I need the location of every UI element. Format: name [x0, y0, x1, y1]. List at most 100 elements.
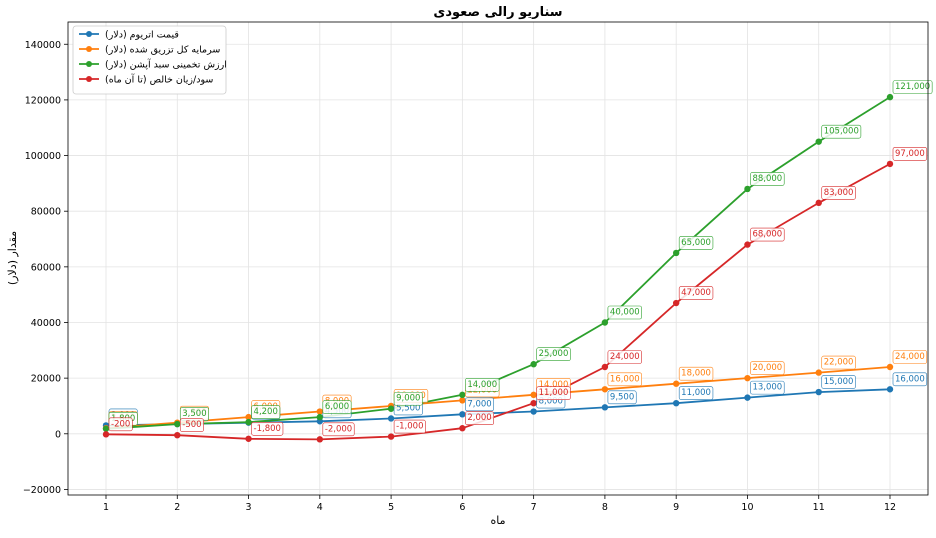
- data-label: 18,000: [678, 366, 714, 381]
- data-point: [886, 386, 894, 393]
- data-label: 24,000: [892, 350, 928, 364]
- data-label: 9,000: [393, 391, 423, 406]
- data-label-box: [251, 421, 284, 436]
- data-label-box: [750, 172, 785, 186]
- data-label: -1,000: [393, 419, 426, 434]
- data-label-box: [892, 80, 933, 94]
- data-point: [886, 160, 894, 168]
- data-point: [886, 363, 894, 371]
- data-label-text: 88,000: [752, 174, 782, 184]
- data-point: [174, 431, 181, 439]
- data-label-text: 16,000: [895, 374, 925, 384]
- data-point: [815, 138, 822, 145]
- data-label-text: 6,000: [325, 402, 349, 412]
- data-point: [387, 433, 395, 440]
- data-point: [815, 388, 822, 396]
- data-label-box: [607, 372, 642, 387]
- data-label-box: [465, 397, 495, 412]
- data-label-box: [251, 405, 281, 419]
- data-label-text: 4,200: [254, 407, 278, 417]
- x-tick-label: 7: [531, 502, 537, 513]
- x-tick-label: 5: [388, 502, 394, 513]
- x-tick-label: 10: [741, 502, 753, 513]
- data-label-text: -2,000: [325, 424, 352, 434]
- data-label-text: -200: [111, 419, 130, 429]
- data-label-box: [108, 417, 133, 432]
- x-tick-label: 6: [459, 502, 465, 513]
- data-label: 47,000: [678, 286, 714, 300]
- data-point: [601, 363, 609, 371]
- data-label-text: 16,000: [610, 374, 640, 384]
- legend-marker: [86, 76, 92, 82]
- data-label: 65,000: [678, 236, 714, 250]
- data-label-box: [536, 347, 571, 362]
- data-label-text: 11,000: [681, 388, 711, 398]
- data-point: [815, 369, 822, 376]
- data-point: [601, 404, 609, 411]
- data-label-text: 83,000: [824, 188, 854, 198]
- data-point: [387, 415, 395, 422]
- data-label-text: 7,000: [467, 399, 491, 409]
- y-tick-label: 60000: [31, 262, 61, 273]
- legend-label: ارزش تخمینی سبد آپشن (دلار): [105, 58, 227, 71]
- data-label-box: [536, 386, 571, 400]
- x-tick-label: 11: [813, 502, 825, 513]
- data-label-text: 14,000: [467, 380, 497, 390]
- data-label-box: [750, 361, 785, 375]
- data-label: 16,000: [892, 372, 928, 387]
- data-label-text: 24,000: [610, 352, 640, 362]
- data-labels: 3,0003,5004,0004,5005,5007,0008,0009,500…: [108, 80, 933, 437]
- data-point: [530, 408, 537, 415]
- data-label: 24,000: [607, 350, 642, 364]
- y-tick-label: 0: [55, 429, 61, 440]
- data-label-box: [179, 418, 204, 432]
- data-label: 20,000: [750, 361, 785, 375]
- data-label-text: 105,000: [824, 127, 859, 137]
- data-label-text: 18,000: [681, 369, 711, 379]
- data-label-text: 25,000: [539, 349, 569, 359]
- plot-frame: [67, 21, 929, 496]
- legend-marker: [86, 46, 92, 52]
- data-point: [601, 386, 609, 393]
- data-label-box: [607, 305, 642, 320]
- data-point: [672, 380, 680, 387]
- data-label-text: 14,000: [539, 380, 569, 390]
- legend-marker: [86, 61, 92, 67]
- data-label-box: [821, 186, 856, 200]
- legend-box: [72, 25, 227, 95]
- data-point: [245, 413, 252, 421]
- y-tick-label: 20000: [31, 374, 61, 385]
- legend-label: قیمت اتریوم (دلار): [105, 30, 179, 41]
- data-label-text: 40,000: [610, 307, 640, 317]
- data-label-text: 13,000: [752, 383, 782, 393]
- data-label-text: 97,000: [895, 149, 925, 159]
- data-label-box: [678, 286, 714, 300]
- legend-label: سرمایه کل تزریق شده (دلار): [105, 45, 220, 56]
- data-label-text: 22,000: [824, 358, 854, 368]
- data-point: [815, 199, 822, 207]
- data-label-box: [892, 147, 928, 161]
- data-point: [601, 319, 609, 326]
- data-point: [316, 408, 324, 415]
- x-tick-label: 9: [673, 502, 679, 513]
- grid: [68, 22, 928, 495]
- data-point: [886, 93, 894, 101]
- data-point: [102, 431, 110, 438]
- data-label-box: [393, 419, 426, 434]
- data-point: [387, 405, 395, 412]
- x-tick-label: 12: [884, 502, 896, 513]
- data-label-box: [892, 350, 928, 364]
- data-label-text: 68,000: [752, 230, 782, 240]
- legend-marker: [86, 31, 92, 37]
- data-label-box: [393, 391, 423, 406]
- data-point: [672, 399, 680, 407]
- data-label-text: 24,000: [895, 352, 925, 362]
- data-label: 15,000: [821, 375, 856, 389]
- data-label-text: 8,000: [539, 397, 563, 407]
- data-label: 105,000: [821, 124, 862, 139]
- data-label: 83,000: [821, 186, 856, 200]
- x-axis-label: ماه: [490, 514, 505, 527]
- data-label-box: [750, 380, 785, 395]
- data-label: 25,000: [536, 347, 571, 362]
